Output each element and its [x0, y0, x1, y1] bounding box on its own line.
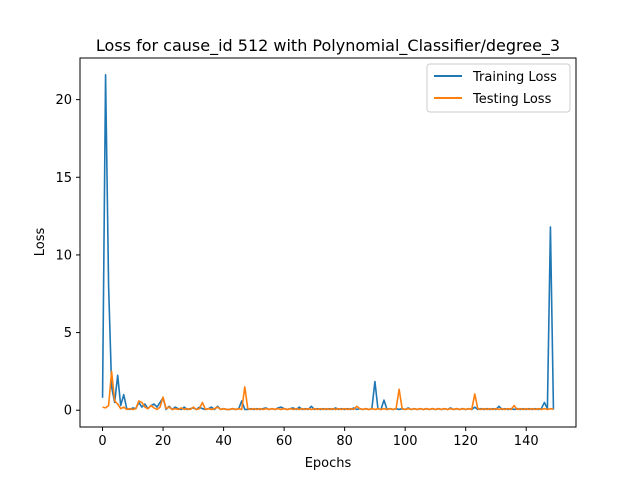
y-tick-label: 10 — [55, 248, 72, 263]
series-layer — [101, 73, 555, 411]
chart-title: Loss for cause_id 512 with Polynomial_Cl… — [96, 36, 560, 56]
series-line-0 — [101, 73, 555, 411]
x-tick-label: 80 — [336, 434, 353, 449]
x-tick-label: 120 — [453, 434, 478, 449]
y-tick-label: 15 — [55, 171, 72, 186]
y-tick-label: 5 — [64, 326, 72, 341]
plot-frame — [79, 57, 577, 428]
x-tick-label: 140 — [514, 434, 539, 449]
x-tick-label: 20 — [155, 434, 172, 449]
y-axis-label: Loss — [33, 228, 48, 257]
series-line-1 — [102, 370, 554, 411]
y-tick-label: 20 — [55, 93, 72, 108]
x-axis: 0 20 40 60 80 100 120 140 — [98, 427, 539, 449]
legend-label-training: Training Loss — [472, 70, 557, 85]
x-axis-label: Epochs — [305, 456, 352, 471]
legend: Training Loss Testing Loss — [426, 63, 571, 113]
legend-label-testing: Testing Loss — [472, 92, 552, 107]
x-tick-label: 40 — [215, 434, 232, 449]
x-tick-label: 0 — [98, 434, 106, 449]
y-tick-label: 0 — [64, 404, 72, 419]
x-tick-label: 100 — [393, 434, 418, 449]
y-axis: 0 5 10 15 20 — [55, 93, 80, 419]
legend-box — [426, 63, 571, 113]
plot-area — [79, 57, 577, 428]
x-tick-label: 60 — [276, 434, 293, 449]
